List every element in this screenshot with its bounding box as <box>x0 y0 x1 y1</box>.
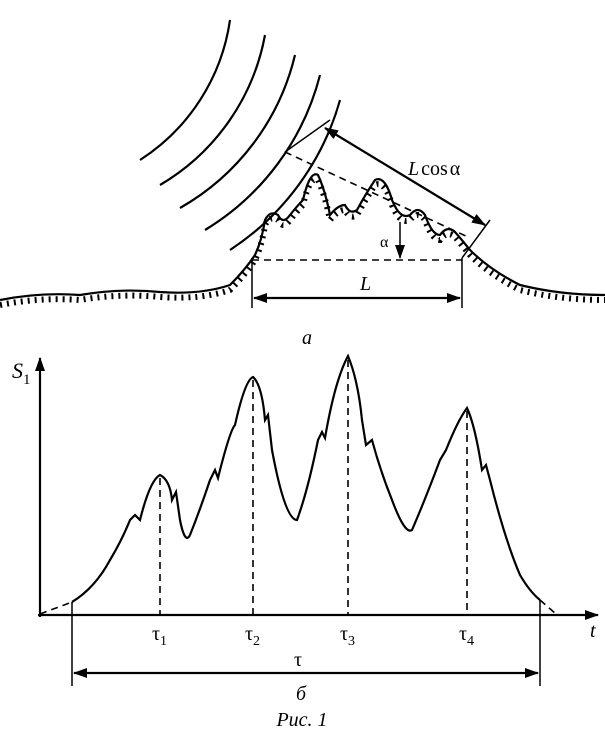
terrain <box>0 174 605 300</box>
time-mark: τ2 <box>245 623 260 649</box>
caption-a: а <box>302 327 312 349</box>
proj-tick-bottom <box>462 220 490 258</box>
time-mark: τ3 <box>340 623 355 649</box>
start-dash <box>40 602 72 614</box>
figure-caption: Рис. 1 <box>275 709 327 731</box>
end-dash <box>540 600 556 614</box>
angle-label: α <box>380 234 389 251</box>
time-mark: τ1 <box>152 623 167 649</box>
proj-tick-top <box>285 120 330 152</box>
signal-curve <box>72 356 540 602</box>
duration-label: τ <box>294 649 302 671</box>
time-mark: τ4 <box>459 623 474 649</box>
length-label: L <box>359 273 371 295</box>
y-axis-label: S1 <box>12 358 31 388</box>
caption-b: б <box>296 683 307 705</box>
figure: Lcosα α L а S1 t τ1 τ2 τ3 τ4 τ б Рис. 1 <box>0 0 605 738</box>
x-axis-label: t <box>590 620 596 642</box>
part-b: S1 t τ1 τ2 τ3 τ4 τ б <box>12 356 598 705</box>
